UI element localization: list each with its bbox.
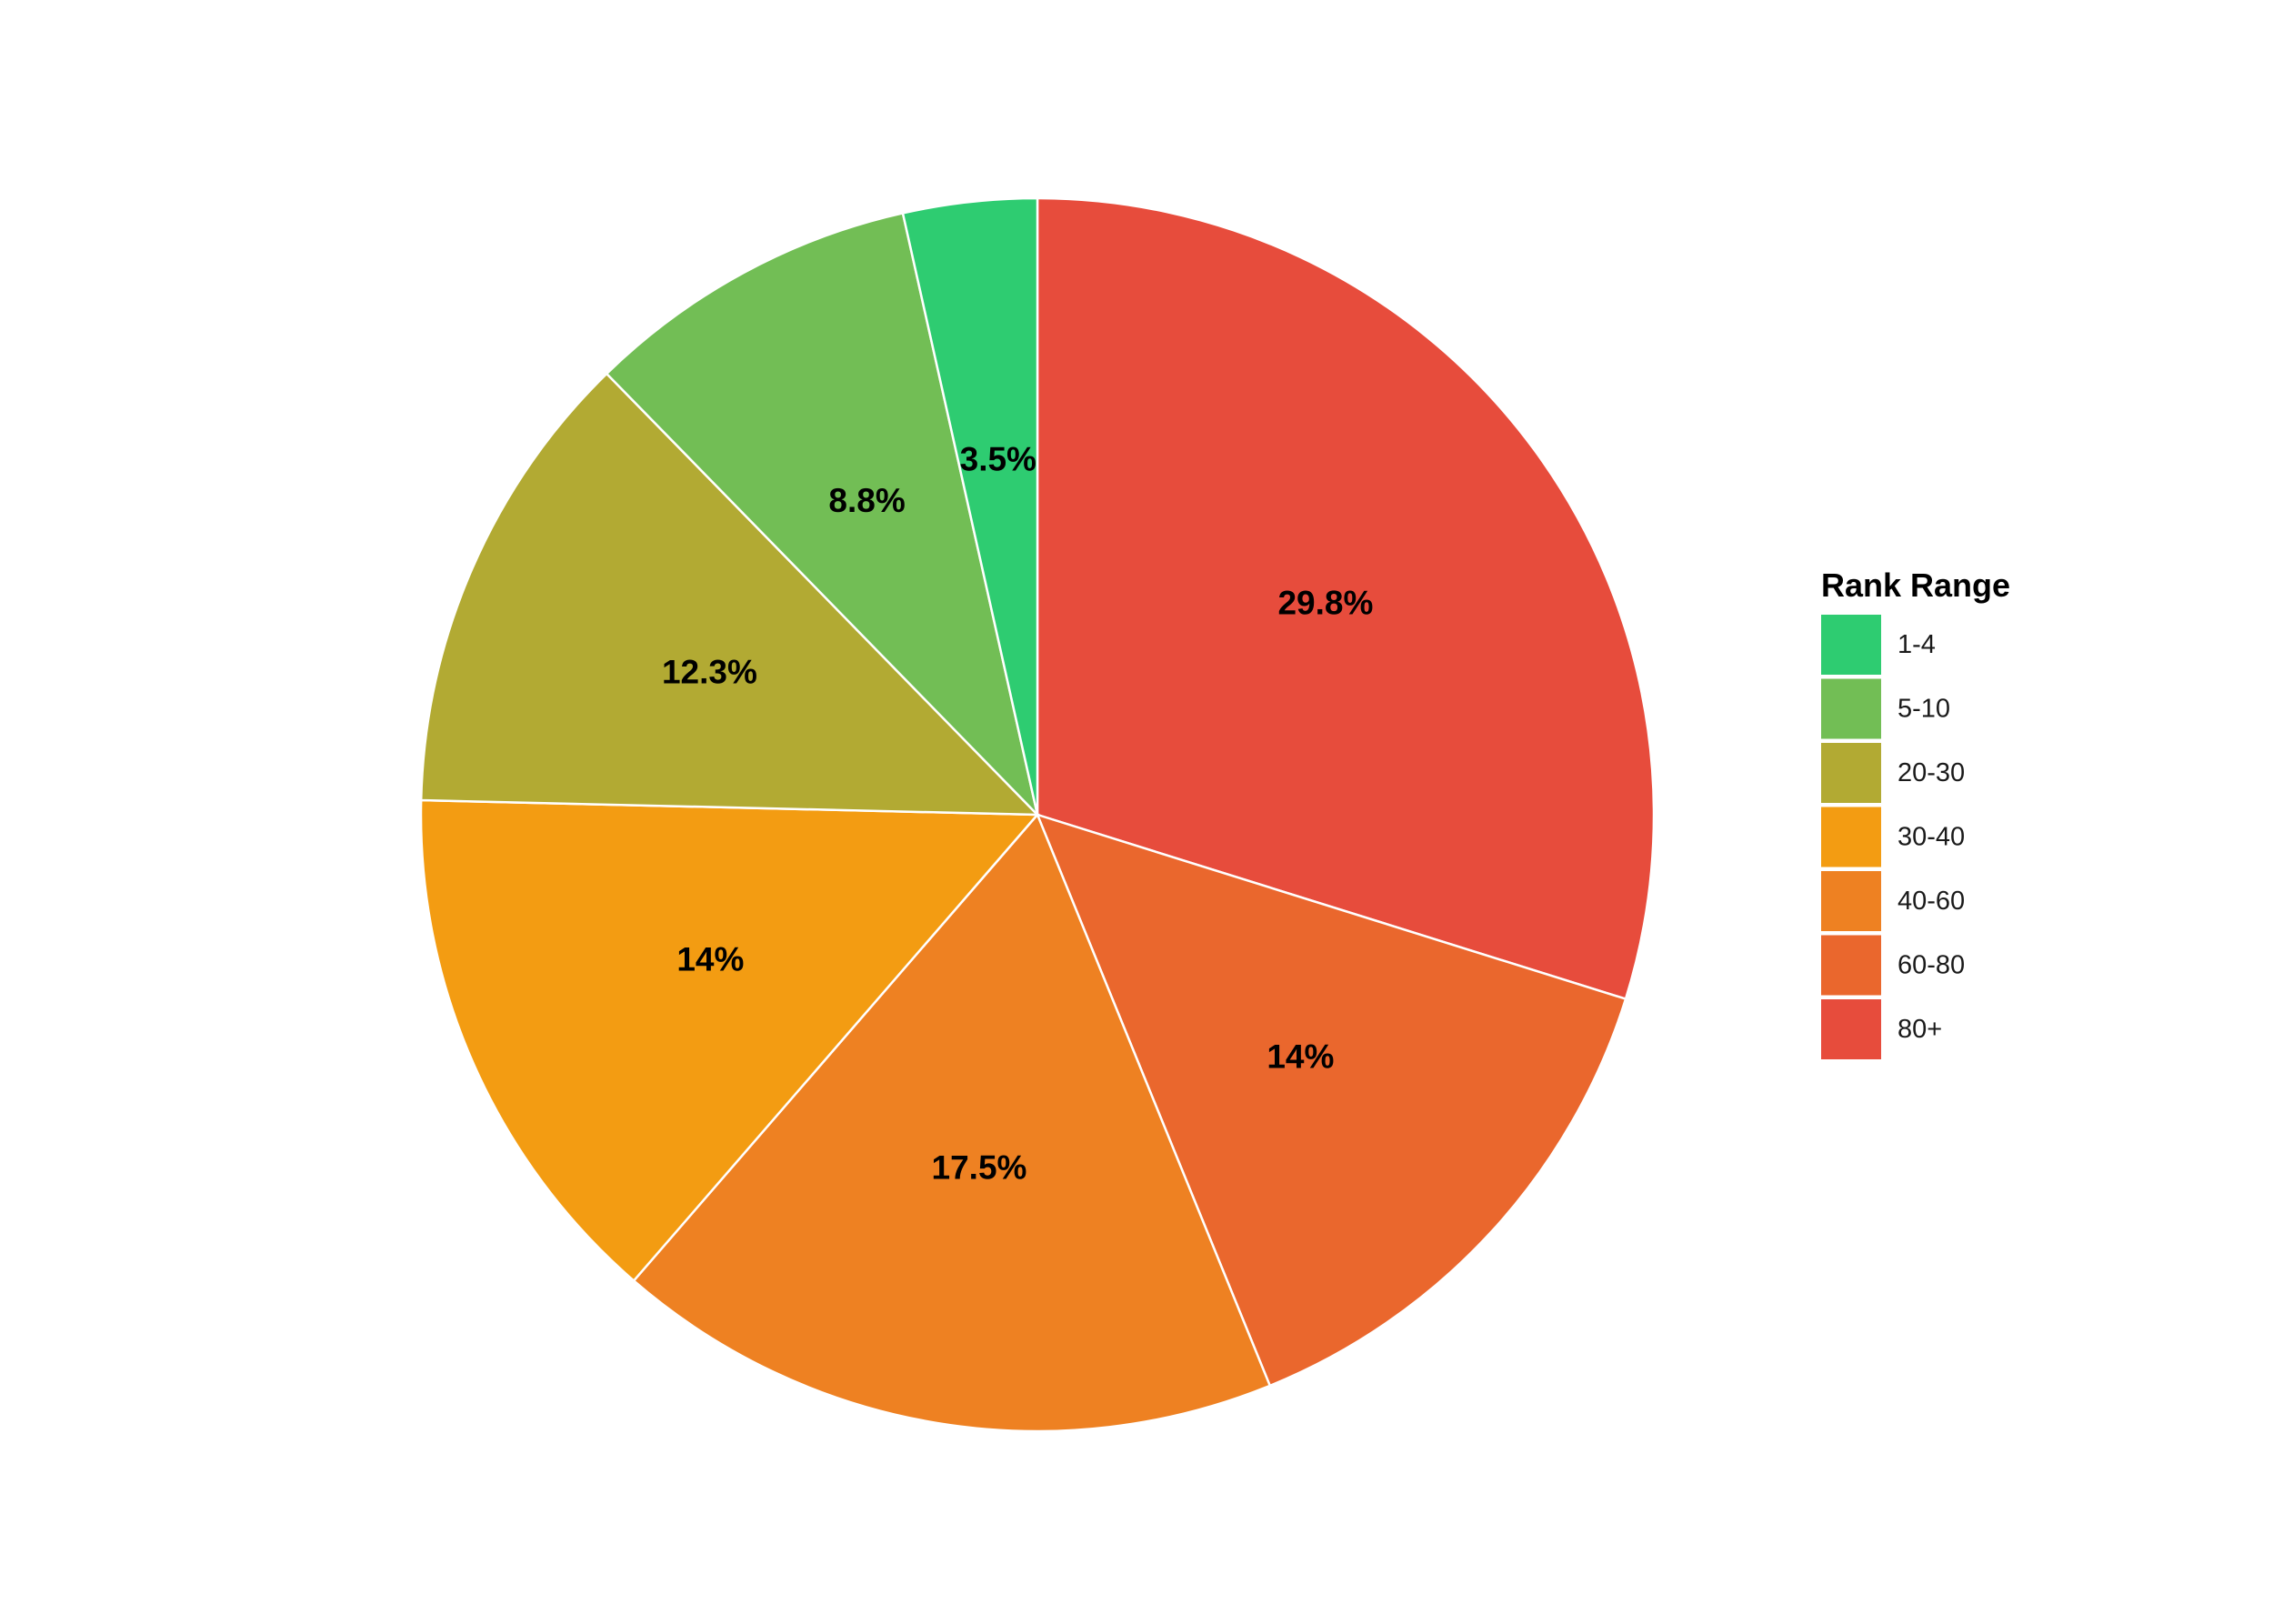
legend-key-30-40 (1821, 807, 1881, 867)
legend-items: 1-4 5-10 20-30 30-40 40-60 60-80 80+ (1821, 615, 1965, 1059)
legend-label-1-4: 1-4 (1898, 630, 1936, 659)
slice-label-60-80: 14% (1267, 1038, 1334, 1076)
legend-key-40-60 (1821, 871, 1881, 931)
slice-label-1-4: 3.5% (960, 441, 1036, 478)
legend: Rank Range 1-4 5-10 20-30 30-40 40-60 60-80 80… (1821, 566, 2010, 1059)
legend-label-30-40: 30-40 (1898, 823, 1965, 852)
legend-item-5-10: 5-10 (1821, 678, 1950, 739)
legend-item-1-4: 1-4 (1821, 615, 1936, 675)
pie-slice-40-60 (632, 812, 1272, 1433)
legend-key-80plus (1821, 999, 1881, 1059)
legend-item-20-30: 20-30 (1821, 743, 1965, 803)
pie-slices (419, 196, 1656, 1433)
legend-label-60-80: 60-80 (1898, 951, 1965, 980)
pie-slice-5-10 (605, 211, 1040, 819)
slice-label-20-30: 12.3% (662, 654, 757, 691)
pie-slice-labels: 29.8% 14% 17.5% 14% 12.3% 8.8% 3.5% (662, 441, 1373, 1187)
legend-item-30-40: 30-40 (1821, 807, 1965, 867)
legend-label-80plus: 80+ (1898, 1015, 1942, 1044)
legend-item-60-80: 60-80 (1821, 935, 1965, 996)
legend-label-5-10: 5-10 (1898, 695, 1950, 724)
legend-key-1-4 (1821, 615, 1881, 675)
legend-title: Rank Range (1821, 566, 2010, 604)
slice-label-80plus: 29.8% (1277, 585, 1373, 622)
slice-label-40-60: 17.5% (932, 1149, 1027, 1187)
legend-key-60-80 (1821, 935, 1881, 996)
pie-slice-30-40 (419, 798, 1040, 1283)
legend-key-5-10 (1821, 678, 1881, 739)
legend-key-20-30 (1821, 743, 1881, 803)
legend-label-40-60: 40-60 (1898, 887, 1965, 916)
legend-item-80plus: 80+ (1821, 999, 1942, 1059)
pie-slice-1-4 (901, 196, 1039, 816)
slice-label-5-10: 8.8% (828, 482, 905, 519)
pie-slice-80plus (1036, 196, 1656, 1001)
pie-slice-60-80 (1035, 813, 1627, 1388)
pie-slice-20-30 (419, 372, 1041, 817)
slice-label-30-40: 14% (676, 941, 744, 978)
legend-label-20-30: 20-30 (1898, 758, 1965, 787)
legend-item-40-60: 40-60 (1821, 871, 1965, 931)
